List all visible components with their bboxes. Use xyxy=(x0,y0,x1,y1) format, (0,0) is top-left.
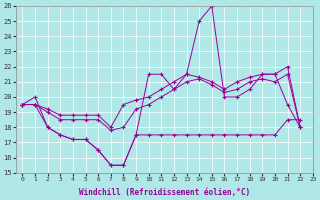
X-axis label: Windchill (Refroidissement éolien,°C): Windchill (Refroidissement éolien,°C) xyxy=(79,188,250,197)
